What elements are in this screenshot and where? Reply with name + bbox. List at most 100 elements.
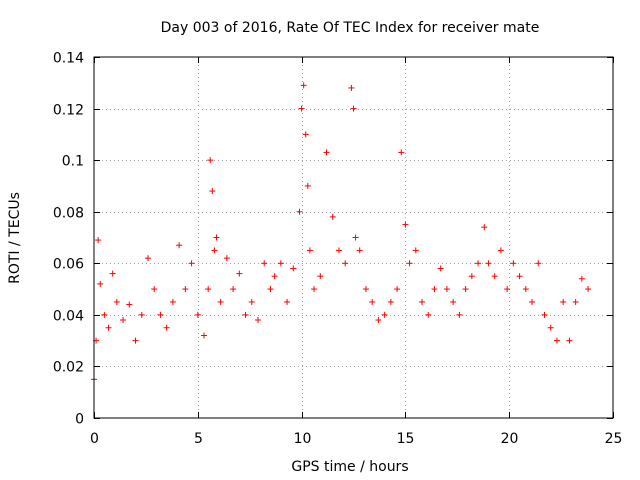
data-point — [431, 286, 438, 293]
data-point — [412, 247, 419, 254]
data-point — [585, 286, 592, 293]
y-tick-label: 0.12 — [53, 103, 84, 119]
data-point — [194, 311, 201, 318]
chart-title: Day 003 of 2016, Rate Of TEC Index for r… — [161, 20, 540, 36]
data-point — [450, 298, 457, 305]
data-point — [541, 311, 548, 318]
data-point — [271, 273, 278, 280]
data-point — [375, 317, 382, 324]
data-point — [323, 149, 330, 156]
plot-frame — [93, 56, 614, 419]
data-point — [105, 324, 112, 331]
data-point — [163, 324, 170, 331]
data-point — [497, 247, 504, 254]
data-point — [491, 273, 498, 280]
data-point — [284, 298, 291, 305]
data-point — [535, 260, 542, 267]
data-point — [255, 317, 262, 324]
data-point — [547, 324, 554, 331]
data-point — [176, 242, 183, 249]
x-tick-label: 0 — [90, 431, 99, 447]
data-point — [267, 286, 274, 293]
data-point — [169, 298, 176, 305]
data-point — [529, 298, 536, 305]
data-point — [97, 280, 104, 287]
data-point — [242, 311, 249, 318]
data-point — [329, 213, 336, 220]
data-point — [566, 337, 573, 344]
data-point — [560, 298, 567, 305]
data-point — [207, 157, 214, 164]
axis-ticks: 0 0.02 0.04 0.06 0.08 0.1 0.12 0.14 0 5 10 15 20 25 — [53, 51, 623, 448]
data-point — [213, 234, 220, 241]
data-point — [369, 298, 376, 305]
data-point — [362, 286, 369, 293]
data-point — [182, 286, 189, 293]
data-point — [475, 260, 482, 267]
data-point — [302, 131, 309, 138]
data-point — [296, 208, 303, 215]
data-point — [236, 270, 243, 277]
data-point — [120, 317, 127, 324]
data-point — [138, 311, 145, 318]
data-point — [425, 311, 432, 318]
data-point — [311, 286, 318, 293]
data-point — [223, 255, 230, 262]
data-point — [510, 260, 517, 267]
x-tick-label: 5 — [194, 431, 203, 447]
data-point — [144, 255, 151, 262]
y-tick-label: 0.04 — [53, 309, 84, 325]
data-point — [230, 286, 237, 293]
data-point — [342, 260, 349, 267]
y-tick-label: 0.02 — [53, 360, 84, 376]
y-tick-label: 0.08 — [53, 206, 84, 222]
data-point — [113, 298, 120, 305]
data-point — [298, 105, 305, 112]
data-point — [485, 260, 492, 267]
data-point — [290, 265, 297, 272]
data-point — [261, 260, 268, 267]
data-point — [201, 332, 208, 339]
data-point — [306, 247, 313, 254]
data-point — [157, 311, 164, 318]
data-point — [217, 298, 224, 305]
data-point — [398, 149, 405, 156]
data-point — [248, 298, 255, 305]
x-tick-label: 20 — [501, 431, 519, 447]
data-point — [151, 286, 158, 293]
data-point — [419, 298, 426, 305]
x-axis-label: GPS time / hours — [291, 459, 408, 475]
data-point — [394, 286, 401, 293]
data-point — [402, 221, 409, 228]
data-point — [209, 188, 216, 195]
data-point — [109, 270, 116, 277]
y-tick-label: 0.1 — [62, 154, 84, 170]
data-point — [277, 260, 284, 267]
data-point — [348, 84, 355, 91]
data-point — [211, 247, 218, 254]
x-tick-label: 10 — [294, 431, 312, 447]
data-point — [188, 260, 195, 267]
data-point — [468, 273, 475, 280]
data-point — [304, 182, 311, 189]
y-tick-label: 0 — [75, 412, 84, 428]
data-point — [126, 301, 133, 308]
x-tick-label: 15 — [397, 431, 415, 447]
data-point — [101, 311, 108, 318]
data-point — [132, 337, 139, 344]
y-tick-label: 0.06 — [53, 257, 84, 273]
grid-lines — [94, 57, 613, 418]
data-point — [522, 286, 529, 293]
y-axis-label: ROTI / TECUs — [7, 192, 23, 284]
data-point — [352, 234, 359, 241]
data-point — [553, 337, 560, 344]
data-point — [443, 286, 450, 293]
data-point — [350, 105, 357, 112]
data-points — [91, 82, 592, 383]
data-point — [462, 286, 469, 293]
data-point — [95, 237, 102, 244]
y-tick-label: 0.14 — [53, 51, 84, 67]
data-point — [578, 275, 585, 282]
data-point — [516, 273, 523, 280]
